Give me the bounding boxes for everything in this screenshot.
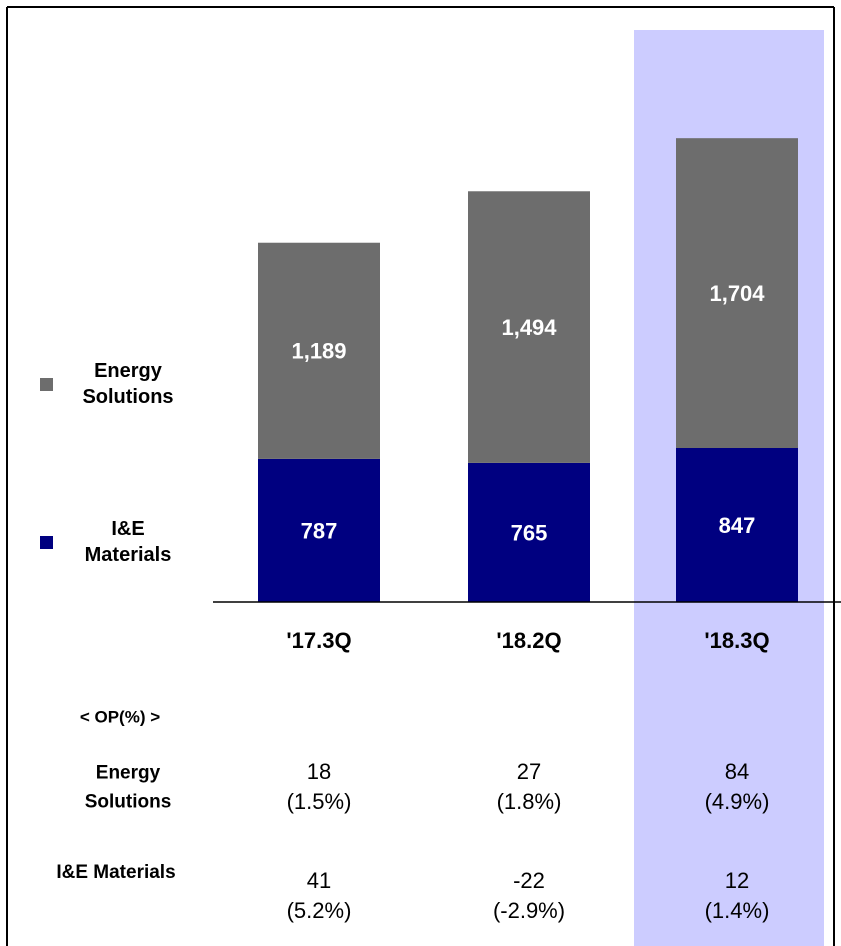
legend-label: Energy Solutions <box>82 360 173 408</box>
legend-label: I&E Materials <box>85 518 172 566</box>
op-margin: (-2.9%) <box>493 898 565 923</box>
table-title: < OP(%) > <box>80 707 160 726</box>
bar-segment <box>468 462 590 602</box>
op-value: 12 <box>725 868 749 893</box>
op-value: 84 <box>725 759 749 784</box>
op-margin: (1.5%) <box>287 789 352 814</box>
legend-swatch <box>40 378 53 391</box>
bar-segment <box>258 242 380 459</box>
legend-swatch <box>40 536 53 549</box>
op-margin: (5.2%) <box>287 898 352 923</box>
row-label: Energy Solutions <box>85 763 172 813</box>
bar-segment <box>258 458 380 602</box>
op-margin: (1.8%) <box>497 789 562 814</box>
bar-segment <box>676 448 798 602</box>
data-label: 847 <box>719 513 756 538</box>
x-tick-label: '18.3Q <box>704 628 769 653</box>
x-tick-label: '18.2Q <box>496 628 561 653</box>
data-label: 765 <box>511 520 548 545</box>
op-value: 18 <box>307 759 331 784</box>
op-margin: (4.9%) <box>705 789 770 814</box>
data-label: 1,494 <box>501 315 557 340</box>
row-label: I&E Materials <box>56 862 175 883</box>
data-label: 1,704 <box>709 281 765 306</box>
bar-segment <box>468 191 590 463</box>
op-margin: (1.4%) <box>705 898 770 923</box>
op-value: 27 <box>517 759 541 784</box>
data-label: 1,189 <box>291 339 346 364</box>
op-value: -22 <box>513 868 545 893</box>
data-label: 787 <box>301 518 338 543</box>
bar-segment <box>676 138 798 448</box>
op-value: 41 <box>307 868 331 893</box>
x-tick-label: '17.3Q <box>286 628 351 653</box>
